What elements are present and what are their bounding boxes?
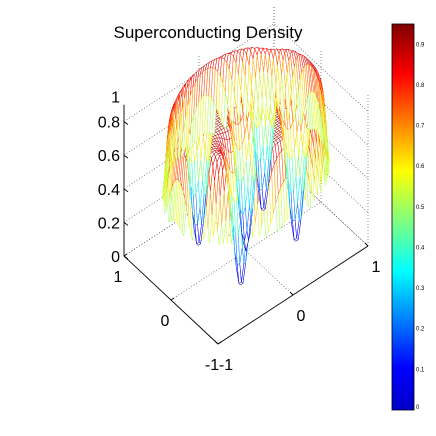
surface-cell	[261, 72, 267, 120]
surface-mesh	[162, 46, 330, 286]
z-tick	[123, 121, 129, 125]
surface-cell	[270, 77, 275, 121]
colorbar-tick-label: 0.4	[416, 245, 425, 251]
y-tick-label: 1	[372, 259, 381, 276]
grid-line	[273, 157, 369, 247]
z-tick	[123, 154, 129, 159]
x-tick	[123, 253, 128, 257]
y-axis-ticks: -1 0 1	[219, 259, 381, 374]
colorbar-tick-label: 0	[416, 405, 420, 411]
colorbar-tick-label: 0.6	[416, 164, 425, 170]
colorbar-gradient	[391, 23, 415, 411]
surface-cell	[285, 72, 290, 120]
surface-cell	[279, 75, 285, 121]
x-tick-label: -1	[205, 357, 219, 374]
surface-cell	[265, 73, 271, 120]
surface-cell	[305, 98, 310, 131]
colorbar-tick-label: 0.3	[416, 286, 425, 292]
surface-cell	[236, 74, 242, 122]
y-tick	[214, 340, 219, 345]
colorbar: 0 0.1 0.2 0.3 0.4 0.5 0.6 0.7 0.8 0.9	[391, 23, 425, 411]
colorbar-tick-label: 0.1	[416, 367, 425, 373]
surface-cell	[253, 78, 259, 122]
z-tick	[123, 188, 129, 193]
surface-cell	[243, 76, 248, 123]
surface-cell	[275, 64, 281, 116]
chart-title: Superconducting Density	[113, 23, 303, 42]
colorbar-tick-label: 0.5	[416, 205, 425, 211]
x-tick	[170, 297, 175, 301]
z-tick	[123, 222, 129, 226]
surface-cell	[257, 73, 263, 121]
z-tick-label: 0.8	[98, 115, 120, 132]
x-axis-ticks: -1 0 1	[114, 269, 220, 374]
colorbar-tick-label: 0.9	[416, 42, 425, 48]
surface-cell	[211, 102, 217, 135]
x-tick-label: 0	[161, 313, 170, 330]
surface-cell	[223, 93, 229, 130]
surface-cell	[230, 79, 235, 125]
y-tick-label: 0	[297, 308, 306, 325]
y-tick	[289, 291, 294, 296]
axes-box	[123, 104, 369, 345]
x-tick-label: 1	[114, 269, 123, 286]
colorbar-tick-label: 0.8	[416, 83, 425, 89]
z-tick-label: 0	[111, 249, 120, 266]
surface-cell	[296, 90, 302, 127]
z-tick-label: 0.4	[98, 182, 120, 199]
surface-cell	[291, 77, 296, 123]
grid-line	[198, 206, 294, 296]
z-tick-label: 0.6	[98, 148, 120, 165]
z-axis-ticks: 0 0.2 0.4 0.6 0.8 1	[98, 89, 120, 266]
y-tick-label: -1	[219, 357, 233, 374]
z-tick	[123, 255, 129, 260]
colorbar-tick-label: 0.7	[416, 124, 425, 130]
y-tick	[364, 242, 369, 247]
colorbar-tick-label: 0.2	[416, 327, 425, 333]
z-tick-label: 1	[111, 89, 120, 106]
surface-cell	[247, 65, 252, 117]
z-tick-label: 0.2	[98, 215, 120, 232]
x-tick	[217, 341, 222, 345]
